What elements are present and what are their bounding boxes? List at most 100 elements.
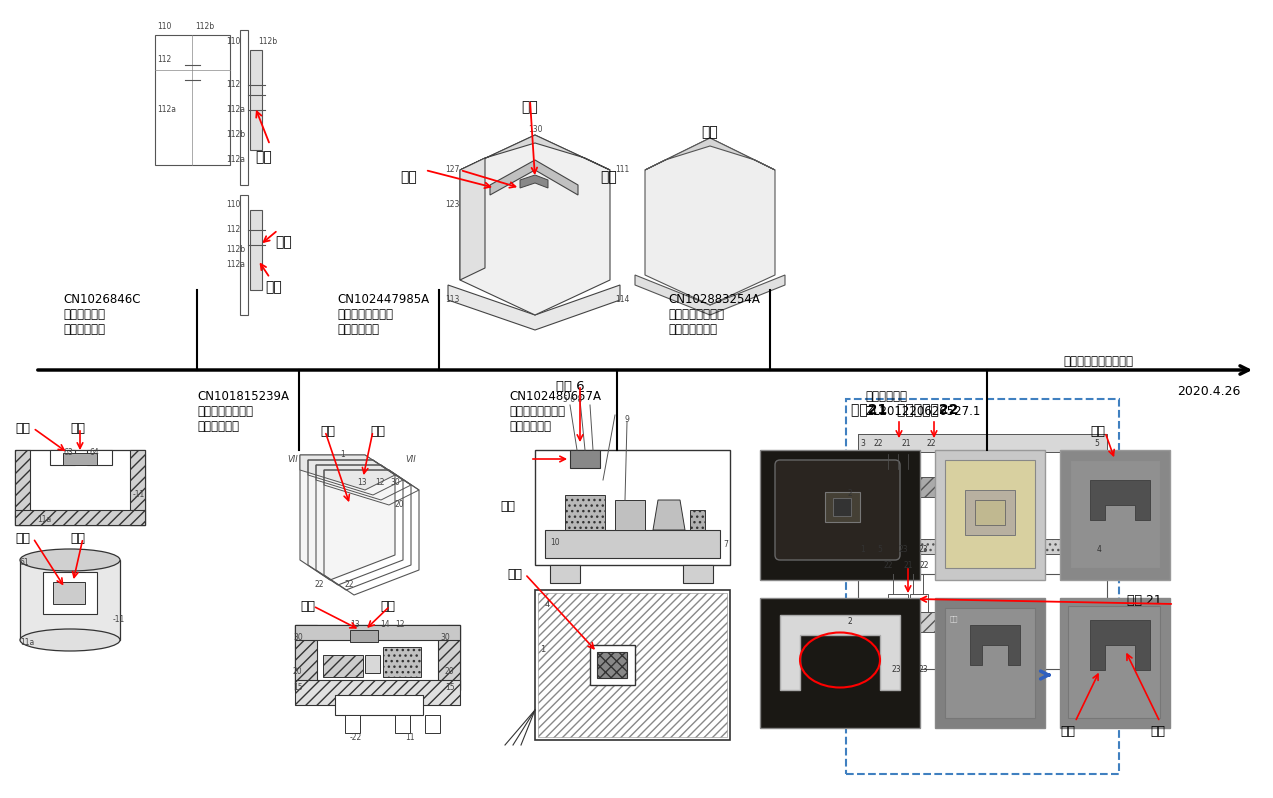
Text: 凹槽: 凹槽 <box>400 170 416 184</box>
Bar <box>1064 452 1088 464</box>
Bar <box>1071 460 1160 568</box>
Text: 22: 22 <box>345 580 354 589</box>
Text: 20: 20 <box>293 667 303 676</box>
Text: 127: 127 <box>446 165 460 174</box>
Text: 22: 22 <box>927 440 936 448</box>
Bar <box>615 500 645 530</box>
Text: CN102480657A: CN102480657A <box>509 390 601 403</box>
Bar <box>383 647 421 677</box>
Text: 23: 23 <box>918 665 928 674</box>
Text: 130: 130 <box>528 125 542 134</box>
Text: 30: 30 <box>390 478 400 487</box>
Polygon shape <box>653 500 685 530</box>
Text: 11a: 11a <box>20 638 34 647</box>
Bar <box>250 50 262 150</box>
Bar <box>868 612 948 632</box>
Text: 110: 110 <box>227 37 241 46</box>
Text: 聲孔 6: 聲孔 6 <box>556 380 584 393</box>
Polygon shape <box>300 455 395 580</box>
Text: 聲孔: 聲孔 <box>381 600 395 613</box>
Text: 22: 22 <box>883 562 892 571</box>
Text: 凹槽: 凹槽 <box>275 235 292 249</box>
Bar <box>945 460 1035 568</box>
Polygon shape <box>490 160 578 195</box>
Text: 21: 21 <box>904 562 913 571</box>
Bar <box>1060 450 1170 580</box>
Text: 111: 111 <box>615 165 629 174</box>
Bar <box>945 608 1035 718</box>
Text: 13: 13 <box>350 620 360 629</box>
Text: 112a: 112a <box>227 105 244 114</box>
Text: （撤回，未授權）: （撤回，未授權） <box>197 405 253 418</box>
Text: 21: 21 <box>901 440 910 448</box>
FancyBboxPatch shape <box>775 460 900 560</box>
Bar <box>910 594 928 612</box>
Text: 13: 13 <box>356 478 367 487</box>
Polygon shape <box>460 135 610 315</box>
Text: 112b: 112b <box>195 22 214 31</box>
Text: 凹槽: 凹槽 <box>15 422 31 435</box>
Text: 30: 30 <box>293 633 303 642</box>
Text: ZL201220626527.1: ZL201220626527.1 <box>866 405 981 418</box>
Text: 韓國寶星公司: 韓國寶星公司 <box>509 420 551 433</box>
Bar <box>241 195 248 315</box>
Text: 聲孔: 聲孔 <box>370 425 384 438</box>
Bar <box>597 652 628 678</box>
Text: 5: 5 <box>1095 440 1100 448</box>
Text: 1: 1 <box>340 450 345 459</box>
Text: 2: 2 <box>848 617 853 626</box>
Text: 22: 22 <box>873 440 882 448</box>
Text: 112: 112 <box>227 80 241 89</box>
Text: （駁回，未授權）: （駁回，未授權） <box>668 308 724 321</box>
Bar <box>335 695 423 715</box>
Text: 凹槽: 凹槽 <box>70 532 85 545</box>
Text: 4: 4 <box>545 600 550 609</box>
Polygon shape <box>460 135 610 170</box>
Text: 12: 12 <box>376 478 384 487</box>
Text: 凹槽: 凹槽 <box>500 500 516 513</box>
Polygon shape <box>448 285 620 330</box>
Text: 凹槽: 凹槽 <box>600 170 616 184</box>
Text: 113: 113 <box>446 295 460 304</box>
Bar <box>913 477 938 497</box>
Bar <box>570 450 600 468</box>
Text: 韓國寶星公司: 韓國寶星公司 <box>337 323 379 336</box>
Text: 聲孔: 聲孔 <box>265 280 281 294</box>
Text: 聲孔: 聲孔 <box>522 100 538 114</box>
Text: 112: 112 <box>227 225 241 234</box>
Bar <box>20 560 120 640</box>
Bar <box>965 490 1015 535</box>
Text: 112a: 112a <box>227 155 244 164</box>
Bar <box>62 453 97 465</box>
Text: 2020.4.26: 2020.4.26 <box>1178 385 1241 398</box>
Text: 110: 110 <box>227 200 241 209</box>
Text: 凹槽: 凹槽 <box>1060 725 1074 738</box>
Text: CN101815239A: CN101815239A <box>197 390 289 403</box>
Text: 11: 11 <box>405 733 415 742</box>
Text: VII: VII <box>405 455 416 464</box>
Bar <box>241 30 248 185</box>
Polygon shape <box>780 615 900 690</box>
Text: 22: 22 <box>314 580 325 589</box>
Bar <box>15 510 145 525</box>
Polygon shape <box>635 275 785 315</box>
Text: CN1026846C: CN1026846C <box>64 293 141 306</box>
Bar <box>250 210 262 290</box>
Bar <box>538 593 727 737</box>
Text: 聲孔: 聲孔 <box>70 422 85 435</box>
Bar <box>975 500 1004 525</box>
Bar <box>934 450 1045 580</box>
Text: 23: 23 <box>899 544 908 554</box>
Text: 10: 10 <box>550 538 560 547</box>
Text: 64: 64 <box>89 448 99 457</box>
Polygon shape <box>460 158 485 280</box>
Text: CN102883254A: CN102883254A <box>668 293 760 306</box>
Text: -11: -11 <box>132 490 145 499</box>
Text: 23: 23 <box>918 544 928 554</box>
Bar <box>565 495 605 530</box>
Text: 聲孔: 聲孔 <box>255 150 271 164</box>
Bar <box>15 450 145 525</box>
Bar <box>395 715 410 733</box>
Text: 112b: 112b <box>227 245 246 254</box>
Text: 123: 123 <box>446 200 460 209</box>
